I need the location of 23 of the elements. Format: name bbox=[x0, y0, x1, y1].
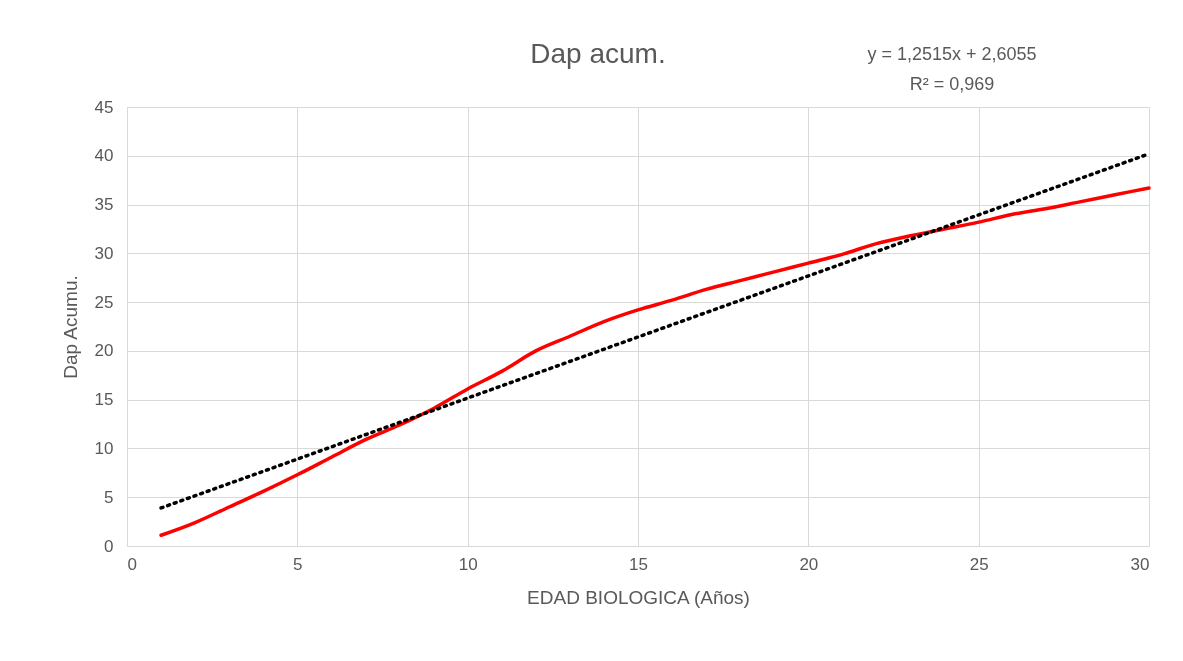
x-tick-label: 10 bbox=[458, 554, 478, 574]
text: y = 1,2515x + 2,6055 bbox=[867, 44, 1037, 64]
y-tick-label: 15 bbox=[94, 390, 114, 410]
y-tick-label: 5 bbox=[104, 487, 114, 507]
y-tick-label: 0 bbox=[104, 536, 114, 556]
y-tick-label: 45 bbox=[94, 97, 114, 117]
line-series bbox=[159, 186, 1151, 538]
chart-title: Dap acum. bbox=[530, 38, 666, 69]
x-tick-label: 20 bbox=[799, 554, 819, 574]
x-tick-label: 25 bbox=[969, 554, 989, 574]
y-tick-label: 40 bbox=[94, 146, 114, 166]
y-tick-label: 10 bbox=[94, 438, 114, 458]
y-tick-label: 35 bbox=[94, 195, 114, 215]
x-tick-label: 30 bbox=[1130, 554, 1150, 574]
y-tick-label: 25 bbox=[94, 292, 114, 312]
y-tick-label: 30 bbox=[94, 243, 114, 263]
x-tick-label: 0 bbox=[127, 554, 137, 574]
x-axis-title: EDAD BIOLOGICA (Años) bbox=[527, 586, 750, 608]
x-tick-label: 5 bbox=[293, 554, 303, 574]
text: R² = 0,969 bbox=[909, 74, 995, 94]
y-tick-label: 20 bbox=[94, 341, 114, 361]
x-tick-label: 15 bbox=[629, 554, 648, 574]
y-axis-title: Dap Acumu. bbox=[59, 275, 81, 379]
